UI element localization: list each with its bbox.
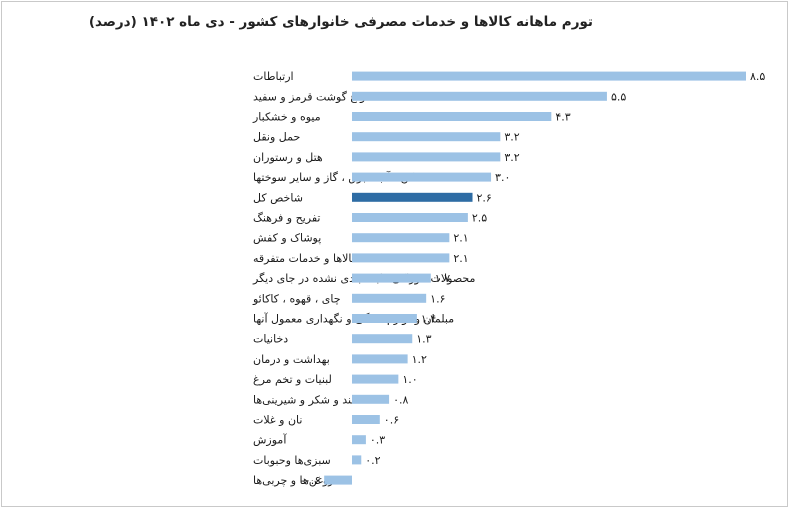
- category-label: ارتباطات: [253, 70, 294, 83]
- bar: [352, 293, 427, 303]
- category-label: سبزی‌ها وحبوبات: [253, 454, 331, 467]
- category-label: نان و غلات: [253, 414, 302, 427]
- bar: [352, 273, 431, 283]
- chart-title: تورم ماهانه کالاها و خدمات مصرفی خانواره…: [88, 14, 593, 30]
- bar: [352, 233, 450, 243]
- category-label: روغن‌ها و چربی‌ها: [253, 474, 333, 487]
- bar: [352, 394, 390, 404]
- bar-highlight: [352, 192, 473, 202]
- category-label: دخانیات: [253, 333, 288, 346]
- bar: [352, 314, 417, 323]
- bar: [352, 152, 501, 162]
- bar: [352, 435, 366, 445]
- value-label: ۰.۸: [393, 393, 408, 406]
- bar: [352, 374, 399, 384]
- category-label: چای ، قهوه ، کاکائو: [252, 292, 341, 305]
- bar: [352, 334, 413, 344]
- value-label: ۱.۰: [402, 373, 417, 386]
- category-label: میوه و خشکبار: [252, 111, 321, 124]
- bar: [352, 71, 746, 81]
- category-label: هتل و رستوران: [253, 151, 323, 164]
- bar: [352, 172, 492, 182]
- value-label: ۱.۲: [412, 353, 427, 366]
- value-label: -۰.۶: [301, 474, 320, 487]
- bar: [324, 475, 352, 485]
- bar: [352, 132, 501, 142]
- bar: [352, 213, 468, 222]
- category-label: تفریح و فرهنگ: [253, 212, 320, 225]
- category-label: کالاها و خدمات متفرقه: [253, 252, 358, 265]
- value-label: ۵.۵: [611, 90, 626, 103]
- category-label: بهداشت و درمان: [253, 353, 330, 366]
- value-label: ۲.۵: [472, 212, 487, 225]
- value-label: ۲.۱: [453, 232, 468, 245]
- value-label: ۳.۲: [504, 151, 519, 164]
- category-label: انواع گوشت قرمز و سفید: [253, 90, 372, 103]
- value-label: ۳.۰: [495, 171, 510, 184]
- value-label: ۴.۳: [555, 111, 570, 124]
- category-label: شاخص کل: [253, 191, 303, 204]
- bar: [352, 354, 408, 364]
- value-label: ۱.۴: [421, 313, 436, 326]
- bar: [352, 112, 552, 121]
- value-label: ۱.۷: [435, 272, 450, 285]
- value-label: ۲.۶: [477, 191, 492, 204]
- value-label: ۸.۵: [750, 70, 765, 83]
- value-label: ۰.۲: [365, 454, 380, 467]
- category-label: پوشاک و کفش: [253, 232, 321, 245]
- value-label: ۳.۲: [504, 131, 519, 144]
- category-label: آموزش: [253, 433, 287, 447]
- value-label: ۰.۳: [370, 434, 385, 447]
- bar: [352, 253, 450, 263]
- bar: [352, 415, 380, 424]
- value-label: ۱.۳: [416, 333, 431, 346]
- bar: [352, 91, 607, 101]
- category-label: قند و شکر و شیرینی‌ها: [253, 393, 357, 406]
- category-label: لبنیات و تخم مرغ: [253, 373, 332, 386]
- value-label: ۰.۶: [384, 414, 399, 427]
- value-label: ۲.۱: [453, 252, 468, 265]
- category-label: حمل ونقل: [253, 131, 300, 144]
- value-label: ۱.۶: [430, 292, 445, 305]
- bar: [352, 455, 362, 465]
